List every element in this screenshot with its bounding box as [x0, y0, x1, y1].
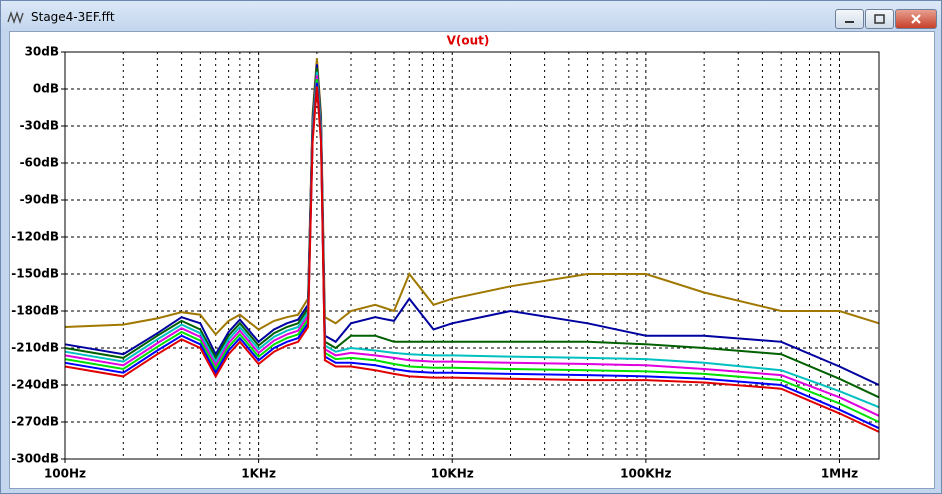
series-line [64, 58, 880, 336]
series-line [64, 82, 880, 430]
chart-title: V(out) [447, 34, 490, 48]
series-line [64, 64, 880, 386]
x-tick-label: 100Hz [44, 467, 86, 481]
app-icon [7, 10, 24, 24]
close-button[interactable] [895, 9, 937, 29]
series-line [64, 71, 880, 409]
x-tick-label: 100KHz [620, 467, 671, 481]
y-tick-label: -60dB [20, 156, 59, 170]
series-line [64, 86, 880, 433]
plot-pane: V(out) 100Hz 1KHz 10KHz 100KHz 1MHz 30dB 0dB -3… [9, 31, 935, 489]
plot-frame [64, 51, 880, 460]
y-tick-label: -300dB [11, 452, 59, 466]
y-tick-label: 30dB [25, 45, 59, 59]
chart: V(out) 100Hz 1KHz 10KHz 100KHz 1MHz 30dB 0dB -3… [11, 34, 880, 481]
minimize-button[interactable] [835, 9, 864, 29]
title-bar: Stage4-3EF.fft [7, 7, 115, 27]
x-tick-label: 1KHz [241, 467, 276, 481]
series-line [64, 79, 880, 423]
window-title: Stage4-3EF.fft [31, 10, 115, 24]
y-tick-label: -270dB [11, 415, 59, 429]
maximize-button[interactable] [865, 9, 894, 29]
y-tick-label: -180dB [11, 304, 59, 318]
y-tick-label: -150dB [11, 267, 59, 281]
x-tick-label: 1MHz [821, 467, 858, 481]
y-tick-label: 0dB [33, 82, 59, 96]
y-tick-label: -120dB [11, 230, 59, 244]
y-tick-label: -240dB [11, 378, 59, 392]
y-tick-label: -210dB [11, 341, 59, 355]
y-tick-label: -30dB [20, 119, 59, 133]
x-tick-label: 10KHz [431, 467, 474, 481]
y-tick-label: -90dB [20, 193, 59, 207]
